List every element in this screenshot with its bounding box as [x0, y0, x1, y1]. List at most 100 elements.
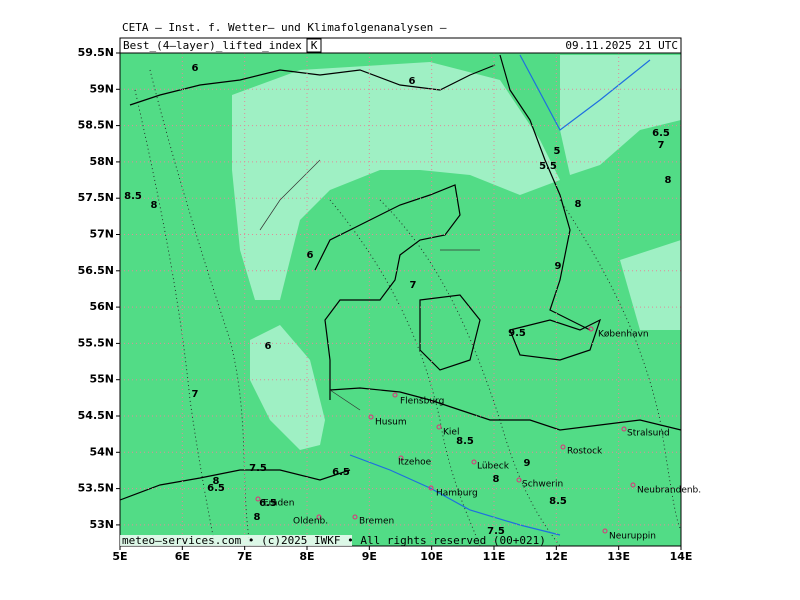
contour-label: 8: [213, 476, 220, 487]
y-axis-label: 54.5N: [78, 409, 114, 422]
contour-label: 7: [192, 389, 199, 400]
x-axis-label: 10E: [420, 550, 443, 563]
contour-label: 5: [554, 146, 561, 157]
city-label: Hamburg: [436, 489, 478, 499]
river: [349, 454, 561, 536]
contour-label: 8.5: [124, 191, 142, 202]
coastline: [499, 54, 591, 331]
city-label: Rostock: [567, 447, 603, 457]
contour-label: 8.5: [549, 496, 567, 507]
city-label: Neuruppin: [609, 532, 656, 542]
y-axis-label: 58.5N: [78, 119, 114, 132]
river: [519, 54, 651, 131]
y-axis-label: 55.5N: [78, 336, 114, 349]
light-region: [250, 325, 325, 450]
coastline: [314, 184, 461, 400]
coastline: [329, 387, 682, 431]
footer: meteo–services.com • (c)2025 IWKF • All …: [122, 534, 546, 547]
coastline: [509, 318, 602, 361]
contour-label: 7.5: [487, 526, 505, 537]
contour-label: 8: [665, 175, 672, 186]
contour-label: 6: [307, 250, 314, 261]
city-marker: [316, 514, 322, 520]
contour-label: 5.5: [539, 161, 557, 172]
plot-frame: [119, 52, 682, 547]
contour-label: 9: [524, 458, 531, 469]
y-axis-label: 57.5N: [78, 191, 114, 204]
city-marker: [255, 496, 261, 502]
city-label: Husum: [375, 418, 407, 428]
x-axis-label: 9E: [362, 550, 377, 563]
y-axis-label: 54N: [89, 445, 114, 458]
contour-label: 6: [265, 341, 272, 352]
contour-label: 6: [409, 76, 416, 87]
contour-label: 8: [493, 474, 500, 485]
city-marker: [352, 514, 358, 520]
contour-label: 8: [254, 512, 261, 523]
coastline: [129, 64, 496, 106]
light-region: [620, 240, 681, 330]
city-marker: [602, 528, 608, 534]
x-axis-label: 12E: [545, 550, 568, 563]
valid-time: 09.11.2025 21 UTC: [565, 39, 678, 52]
city-marker: [516, 477, 522, 483]
contour-label: 7.5: [249, 463, 267, 474]
city-marker: [621, 426, 627, 432]
border: [259, 159, 480, 411]
contour-label: 8.5: [456, 436, 474, 447]
city-label: Itzehoe: [398, 458, 432, 468]
city-label: Kiel: [443, 428, 459, 438]
x-axis-label: 5E: [112, 550, 127, 563]
isoline: [134, 89, 216, 547]
x-axis-label: 6E: [175, 550, 190, 563]
x-axis-label: 7E: [237, 550, 252, 563]
city-marker: [588, 326, 594, 332]
city-label: København: [598, 330, 649, 340]
y-axis-label: 55N: [89, 373, 114, 386]
y-axis-label: 59.5N: [78, 46, 114, 59]
city-label: Stralsund: [627, 429, 670, 439]
contour-label: 8: [575, 199, 582, 210]
y-axis-label: 57N: [89, 228, 114, 241]
city-marker: [392, 392, 398, 398]
footer-box: [120, 535, 352, 546]
y-axis-label: 56N: [89, 300, 114, 313]
y-axis-label: 59N: [89, 82, 114, 95]
city-marker: [560, 444, 566, 450]
institute: CETA – Inst. f. Wetter– und Klimafolgena…: [122, 21, 447, 34]
city-label: Emden: [263, 499, 294, 509]
coastline: [119, 469, 351, 501]
plot-area: [119, 53, 682, 547]
unit-box: [306, 38, 322, 53]
city-marker: [368, 414, 374, 420]
field-name: Best_(4–layer)_lifted_index: [123, 39, 302, 52]
contour-label: 6.5: [259, 498, 277, 509]
contour-label: 9.5: [508, 328, 526, 339]
light-region: [232, 62, 560, 300]
contour-label: 6.5: [207, 483, 225, 494]
contour-label: 9: [555, 261, 562, 272]
light-region: [560, 55, 681, 175]
city-label: Neubrandenb.: [637, 486, 701, 496]
city-marker: [471, 459, 477, 465]
city-label: Bremen: [359, 517, 394, 527]
city-label: Schwerin: [522, 480, 563, 490]
city-marker: [436, 424, 442, 430]
contour-label: 6.5: [652, 128, 670, 139]
coastline: [419, 294, 481, 371]
city-label: Lübeck: [477, 462, 510, 472]
y-axis-label: 53N: [89, 518, 114, 531]
city-marker: [428, 485, 434, 491]
city-label: Flensburg: [400, 397, 444, 407]
contour-label: 7: [658, 140, 665, 151]
x-axis-label: 13E: [607, 550, 630, 563]
y-axis-label: 53.5N: [78, 482, 114, 495]
city-marker: [630, 482, 636, 488]
y-axis-label: 58N: [89, 155, 114, 168]
isoline: [329, 199, 481, 547]
contour-label: 7: [410, 280, 417, 291]
contour-label: 8: [151, 200, 158, 211]
unit: K: [311, 39, 318, 52]
city-marker: [398, 455, 404, 461]
